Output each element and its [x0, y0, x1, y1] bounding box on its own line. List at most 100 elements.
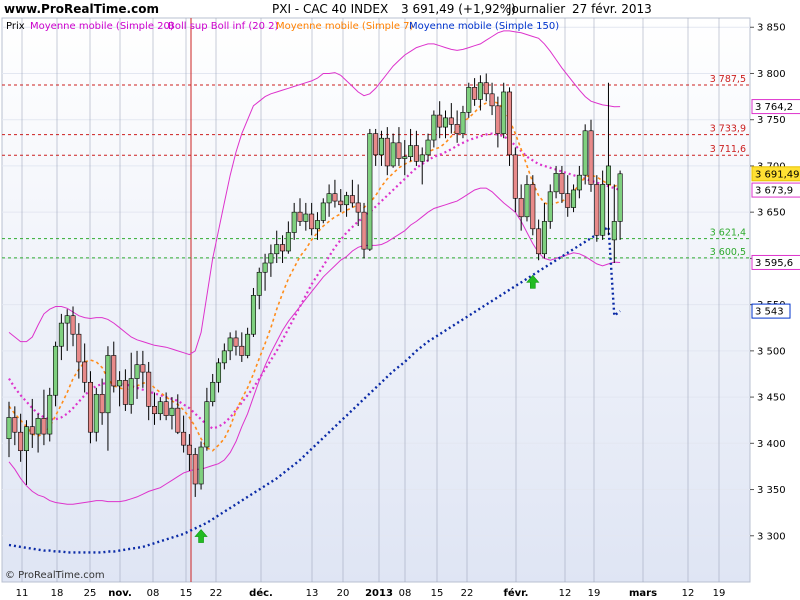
- candle-body-up: [390, 142, 396, 167]
- candle: [472, 78, 478, 106]
- candle-body-up: [501, 91, 507, 134]
- candle-body-down: [233, 337, 239, 347]
- candle-body-up: [547, 191, 553, 222]
- candle-body-down: [181, 431, 187, 446]
- candle-body-up: [314, 220, 320, 230]
- candle: [477, 75, 483, 111]
- candle-body-up: [611, 221, 617, 241]
- candle-body-down: [12, 417, 18, 433]
- candle: [367, 128, 373, 251]
- candle-body-down: [483, 82, 489, 95]
- candle: [547, 184, 553, 229]
- x-tick-label: 22: [461, 588, 474, 599]
- candle-body-up: [408, 145, 414, 157]
- candle-body-up: [303, 213, 309, 222]
- candle-body-down: [396, 142, 402, 159]
- candle-body-up: [553, 173, 559, 193]
- candle: [82, 343, 88, 393]
- candle-body-up: [53, 345, 59, 396]
- candle: [466, 82, 472, 118]
- x-tick-label: nov.: [108, 588, 132, 599]
- candle-body-up: [105, 355, 111, 414]
- x-tick-label: mars: [629, 588, 657, 599]
- candle-body-up: [117, 380, 123, 387]
- candle: [210, 373, 216, 407]
- site-name[interactable]: www.ProRealTime.com: [4, 2, 159, 16]
- candle-body-up: [210, 381, 216, 403]
- candle-body-up: [320, 202, 326, 221]
- candle-body-down: [280, 244, 286, 252]
- candle-body-up: [128, 378, 134, 405]
- candle-body-up: [431, 114, 437, 141]
- candle-body-down: [41, 418, 47, 435]
- candle: [117, 371, 123, 407]
- y-tick-label: 3 400: [757, 439, 786, 450]
- price-badge-label: 3 764,2: [755, 102, 793, 113]
- candle: [565, 175, 571, 217]
- candle-body-up: [47, 394, 53, 435]
- candle-body-up: [367, 133, 373, 250]
- candle-body-up: [466, 87, 472, 113]
- candle: [518, 184, 524, 231]
- candle: [105, 346, 111, 451]
- candle-body-up: [425, 139, 431, 156]
- candle-body-down: [18, 431, 24, 452]
- indicator-legend: Prix Moyenne mobile (Simple 20) Boll sup…: [6, 21, 559, 32]
- candle-body-up: [227, 337, 233, 352]
- candle: [291, 202, 297, 240]
- candle: [431, 110, 437, 148]
- candle: [41, 389, 47, 446]
- candle: [99, 378, 105, 425]
- level-label: 3 787,5: [710, 74, 746, 85]
- candle: [239, 332, 245, 362]
- candle-body-down: [76, 333, 82, 363]
- candle: [186, 434, 192, 472]
- candle-body-down: [239, 345, 245, 356]
- level-label: 3 733,9: [710, 124, 746, 135]
- candle-body-up: [419, 154, 425, 162]
- candle-body-down: [338, 200, 344, 206]
- candle: [559, 165, 565, 203]
- candle-body-down: [140, 364, 146, 373]
- candle: [611, 184, 617, 264]
- candle-body-down: [309, 213, 315, 230]
- candle-body-up: [402, 156, 408, 159]
- candle-body-down: [355, 202, 361, 213]
- candle-body-up: [378, 137, 384, 156]
- candle: [361, 202, 367, 259]
- candle: [448, 103, 454, 134]
- level-label: 3 711,6: [710, 144, 746, 155]
- candle: [512, 147, 518, 213]
- price-badge-box: [751, 99, 800, 115]
- candle: [425, 133, 431, 162]
- candle-body-down: [507, 91, 513, 156]
- price-badge-box: [751, 254, 800, 270]
- candle: [349, 179, 355, 208]
- x-tick-label: 11: [16, 588, 29, 599]
- candle-body-down: [297, 211, 303, 222]
- candle-body-down: [29, 426, 35, 435]
- y-tick-label: 3 800: [757, 69, 786, 80]
- candle: [489, 82, 495, 116]
- candle: [175, 394, 181, 435]
- price-badge: 3 595,6: [751, 254, 800, 270]
- candle: [216, 358, 222, 393]
- candle-body-down: [495, 105, 501, 134]
- candle: [536, 219, 542, 261]
- candle: [332, 179, 338, 208]
- signal-markers: [194, 274, 540, 543]
- candle: [285, 221, 291, 254]
- legend-sma150: Moyenne mobile (Simple 150): [409, 21, 559, 32]
- candle: [152, 392, 158, 425]
- candle-body-up: [326, 193, 332, 204]
- candle-body-down: [349, 195, 355, 204]
- candle-body-up: [35, 418, 41, 435]
- candle: [530, 175, 536, 236]
- copyright: © ProRealTime.com: [5, 570, 105, 581]
- candle: [355, 184, 361, 227]
- candle-body-down: [122, 380, 128, 405]
- price-badge: 3 673,9: [751, 182, 800, 198]
- candle-body-up: [169, 407, 175, 416]
- candle: [582, 124, 588, 185]
